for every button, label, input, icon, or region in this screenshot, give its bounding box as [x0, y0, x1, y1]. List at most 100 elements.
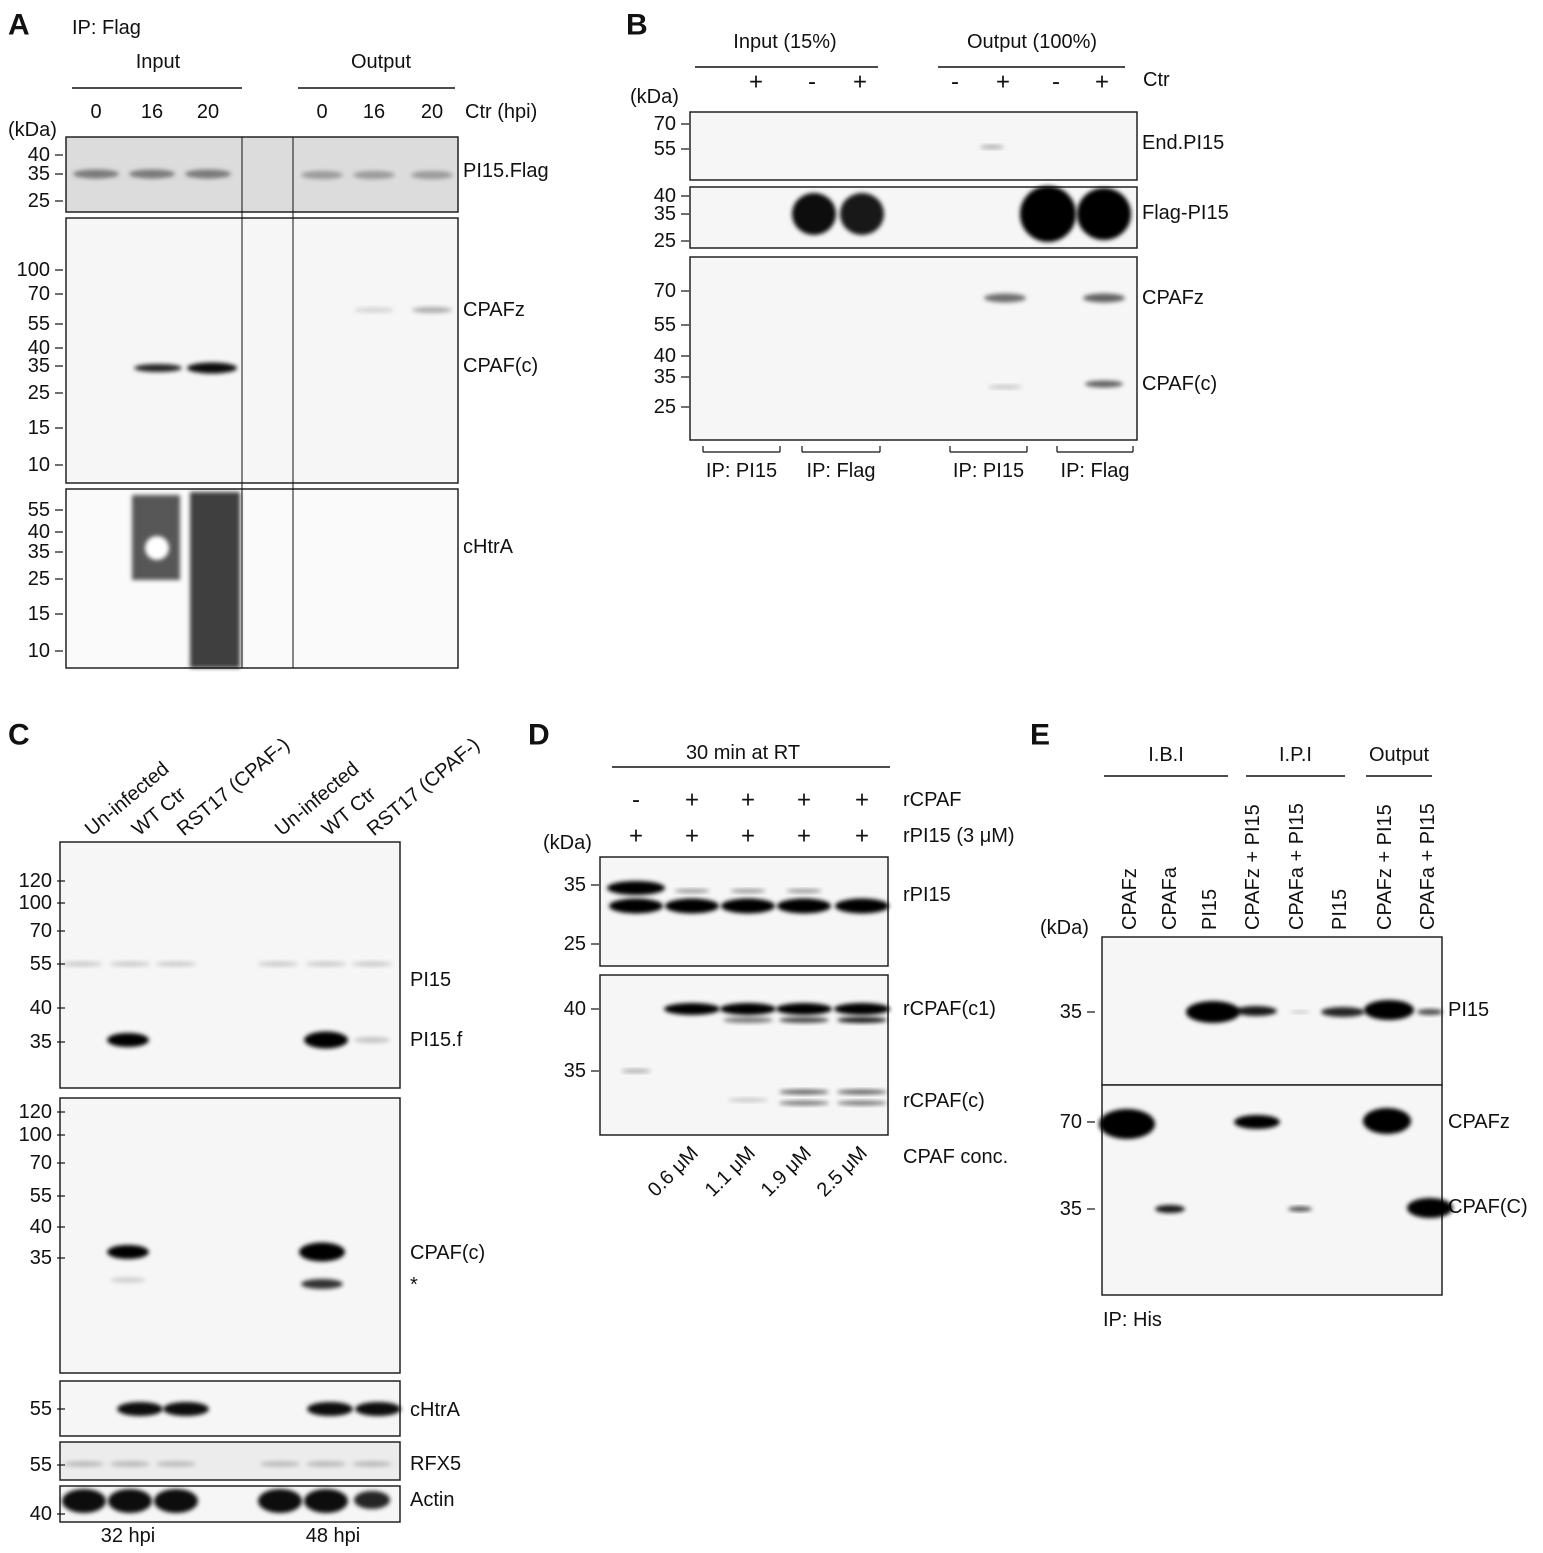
- band: [1085, 380, 1123, 388]
- panel-letter: C: [8, 719, 30, 752]
- band-label: Flag-PI15: [1142, 202, 1229, 224]
- group-label: Output: [351, 51, 411, 73]
- marker-label: 35: [28, 355, 50, 377]
- group-label: I.B.I: [1148, 744, 1184, 766]
- ip-label: IP: Flag: [72, 17, 141, 39]
- conc-label: 1.9 μM: [757, 1142, 816, 1201]
- marker-label: 15: [28, 603, 50, 625]
- band-label: Actin: [410, 1489, 454, 1511]
- marker-label: 35: [30, 1247, 52, 1269]
- marker-label: 55: [28, 313, 50, 335]
- band: [835, 898, 889, 914]
- band: [299, 1242, 345, 1262]
- band: [674, 889, 710, 893]
- band-label: CPAF(c): [1142, 373, 1217, 395]
- band: [837, 1017, 887, 1023]
- sign: -: [808, 69, 816, 96]
- band: [728, 1098, 768, 1102]
- marker-label: 25: [28, 568, 50, 590]
- marker-label: 40: [30, 1503, 52, 1525]
- band: [355, 1402, 401, 1416]
- marker-label: 35: [28, 541, 50, 563]
- marker-label: 100: [17, 259, 50, 281]
- marker-label: 35: [1060, 1198, 1082, 1220]
- band: [779, 1089, 829, 1095]
- band: [73, 169, 119, 179]
- marker-label: 55: [28, 499, 50, 521]
- band: [163, 1402, 209, 1416]
- band: [187, 362, 237, 374]
- marker-label: 10: [28, 640, 50, 662]
- group-label: Input: [136, 51, 181, 73]
- marker-label: 55: [30, 1454, 52, 1476]
- marker-label: 40: [654, 185, 676, 207]
- marker-label: 40: [28, 337, 50, 359]
- conc-caption: CPAF conc.: [903, 1146, 1008, 1168]
- lane-label: 0: [316, 101, 327, 123]
- marker-label: 70: [30, 1152, 52, 1174]
- band: [154, 1489, 198, 1513]
- band: [354, 1037, 390, 1043]
- lane-label: CPAFa + PI15: [1417, 803, 1439, 930]
- marker-label: 25: [654, 230, 676, 252]
- band: [664, 1003, 720, 1015]
- band: [1363, 1108, 1411, 1134]
- band: [837, 1089, 887, 1095]
- marker-label: 25: [28, 190, 50, 212]
- conc-label: 0.6 μM: [644, 1142, 703, 1201]
- sign: +: [1095, 69, 1109, 96]
- band: [301, 1279, 343, 1289]
- band: [354, 1491, 390, 1509]
- band: [64, 1461, 104, 1467]
- band: [301, 171, 343, 179]
- band-label: PI15.Flag: [463, 160, 549, 182]
- sign: +: [855, 823, 869, 850]
- marker-label: 55: [30, 953, 52, 975]
- band: [984, 293, 1026, 303]
- marker-label: 55: [654, 138, 676, 160]
- band: [306, 1461, 346, 1467]
- band: [1083, 293, 1125, 303]
- time-label: 48 hpi: [306, 1525, 361, 1547]
- sign: +: [855, 787, 869, 814]
- band: [665, 898, 719, 914]
- marker-label: 55: [30, 1398, 52, 1420]
- marker-label: 25: [28, 382, 50, 404]
- row-label: rCPAF: [903, 789, 962, 811]
- unit-label: (kDa): [1040, 917, 1089, 939]
- band: [607, 881, 665, 895]
- band-label: *: [410, 1274, 418, 1296]
- blot: [59, 841, 401, 1089]
- band: [110, 1277, 146, 1283]
- conc-label: 1.1 μM: [701, 1142, 760, 1201]
- band: [352, 961, 392, 967]
- band: [779, 1100, 829, 1106]
- group-label: Input (15%): [733, 31, 836, 53]
- panel-letter: D: [528, 719, 550, 752]
- band: [190, 492, 240, 668]
- band: [834, 1003, 890, 1015]
- marker-label: 35: [564, 1060, 586, 1082]
- conc-label: 2.5 μM: [813, 1142, 872, 1201]
- lane-caption: Ctr (hpi): [465, 101, 537, 123]
- band: [980, 145, 1004, 149]
- band: [307, 1402, 353, 1416]
- ip-label: IP: Flag: [1061, 460, 1130, 482]
- band-label: CPAFz: [1142, 287, 1204, 309]
- sign: +: [797, 823, 811, 850]
- sign: +: [685, 823, 699, 850]
- sign: +: [629, 823, 643, 850]
- band-label: End.PI15: [1142, 132, 1224, 154]
- band: [304, 1489, 348, 1513]
- group-label: Output (100%): [967, 31, 1097, 53]
- blot: [59, 1441, 401, 1481]
- lane-caption: Ctr: [1143, 69, 1170, 91]
- lane-label: PI15: [1199, 889, 1221, 930]
- band: [777, 898, 831, 914]
- unit-label: (kDa): [8, 119, 57, 141]
- band: [1407, 1198, 1453, 1218]
- band: [1155, 1205, 1185, 1213]
- sign: +: [741, 787, 755, 814]
- ip-label: IP: His: [1103, 1309, 1162, 1331]
- marker-label: 70: [654, 280, 676, 302]
